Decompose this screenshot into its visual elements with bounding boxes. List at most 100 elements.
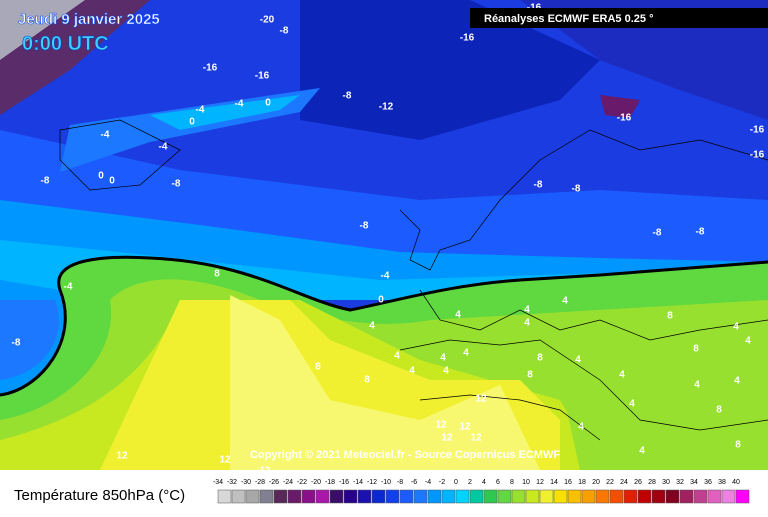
isotherm-label: 0 bbox=[265, 98, 271, 109]
color-swatch bbox=[301, 489, 316, 504]
color-swatch bbox=[399, 489, 414, 504]
colorbar-tick-label: -18 bbox=[325, 479, 335, 486]
isotherm-label: 8 bbox=[667, 311, 673, 322]
time: 0:00 UTC bbox=[22, 33, 109, 55]
legend-title: Température 850hPa (°C) bbox=[14, 487, 185, 504]
colorbar-tick-label: 32 bbox=[676, 479, 684, 486]
colorbar: -34 -32 -30 -28 -26 -24 -22 -20 -18 -16 -14 -12 -10-… bbox=[213, 479, 750, 504]
isotherm-label: 4 bbox=[745, 336, 751, 347]
color-swatch bbox=[651, 489, 666, 504]
colorbar-tick-label: 28 bbox=[648, 479, 656, 486]
color-swatch bbox=[217, 489, 232, 504]
color-swatch bbox=[553, 489, 568, 504]
color-swatch bbox=[329, 489, 344, 504]
coastlines bbox=[59, 119, 768, 441]
isotherm-label: 8 bbox=[693, 344, 699, 355]
colorbar-tick-label: -14 bbox=[353, 479, 363, 486]
colorbar-tick-label: 6 bbox=[496, 479, 500, 486]
isotherm-label: -4 bbox=[101, 130, 110, 141]
isotherm-label: 8 bbox=[315, 362, 321, 373]
color-swatch bbox=[511, 489, 526, 504]
source-box bbox=[470, 8, 768, 28]
colorbar-tick-label: -20 bbox=[311, 479, 321, 486]
colorbar-tick-label: -28 bbox=[255, 479, 265, 486]
colorbar-tick-label: 16 bbox=[564, 479, 572, 486]
colorbar-tick-label: 30 bbox=[662, 479, 670, 486]
colorbar-tick-label: 24 bbox=[620, 479, 628, 486]
color-swatch bbox=[735, 489, 750, 504]
colorbar-tick-label: -12 bbox=[367, 479, 377, 486]
colorbar-tick-label: 2 bbox=[468, 479, 472, 486]
colorbar-tick-label: 8 bbox=[510, 479, 514, 486]
isotherm-label: -16 bbox=[460, 33, 475, 44]
color-swatch bbox=[637, 489, 652, 504]
isotherm-label: 4 bbox=[562, 296, 568, 307]
isotherm-label: -4 bbox=[381, 271, 390, 282]
colorbar-tick-label: 36 bbox=[704, 479, 712, 486]
colorbar-tick-label: 40 bbox=[732, 479, 740, 486]
color-swatch bbox=[721, 489, 736, 504]
isotherm-label: -8 bbox=[172, 179, 181, 190]
isotherm-label: -16 bbox=[750, 150, 765, 161]
colorbar-tick-label: -34 bbox=[213, 479, 223, 486]
isotherm-label: 4 bbox=[694, 380, 700, 391]
isotherm-label: 12 bbox=[459, 422, 471, 433]
color-swatch bbox=[483, 489, 498, 504]
isotherm-label: 12 bbox=[441, 433, 453, 444]
colorbar-tick-label: -24 bbox=[283, 479, 293, 486]
colorbar-tick-label: 4 bbox=[482, 479, 486, 486]
isotherm-label: 12 bbox=[435, 420, 447, 431]
isotherm-labels: -16-20-8-16-16-16-8-12-4-400-4-4-16-16-1… bbox=[12, 3, 765, 477]
source: Réanalyses ECMWF ERA5 0.25 ° bbox=[484, 13, 653, 25]
colorbar-tick-label: -16 bbox=[339, 479, 349, 486]
colorbar-tick-label: -26 bbox=[269, 479, 279, 486]
color-swatch bbox=[609, 489, 624, 504]
colorbar-tick-label: -8 bbox=[397, 479, 403, 486]
isotherm-label: -8 bbox=[12, 338, 21, 349]
isotherm-label: 4 bbox=[369, 321, 375, 332]
isotherm-label: -8 bbox=[343, 91, 352, 102]
isotherm-label: 12 bbox=[219, 455, 231, 466]
colorbar-tick-label: 14 bbox=[550, 479, 558, 486]
colorbar-tick-label: -4 bbox=[425, 479, 431, 486]
color-swatch bbox=[273, 489, 288, 504]
isotherm-label: -8 bbox=[572, 184, 581, 195]
color-swatch bbox=[441, 489, 456, 504]
isotherm-label: 4 bbox=[440, 353, 446, 364]
colorbar-tick-label: -6 bbox=[411, 479, 417, 486]
isotherm-label: 4 bbox=[409, 366, 415, 377]
isotherm-label: -4 bbox=[196, 105, 205, 116]
color-swatch bbox=[581, 489, 596, 504]
colorbar-tick-label: 18 bbox=[578, 479, 586, 486]
color-swatch bbox=[595, 489, 610, 504]
isotherm-label: 4 bbox=[443, 366, 449, 377]
colorbar-tick-label: -32 bbox=[227, 479, 237, 486]
isotherm-label: -8 bbox=[696, 227, 705, 238]
colorbar-tick-label: 38 bbox=[718, 479, 726, 486]
colorbar-tick-label: -10 bbox=[381, 479, 391, 486]
color-swatch bbox=[455, 489, 470, 504]
color-swatch bbox=[665, 489, 680, 504]
isotherm-label: -20 bbox=[260, 15, 275, 26]
isotherm-label: 8 bbox=[716, 405, 722, 416]
color-swatch bbox=[245, 489, 260, 504]
color-swatch bbox=[623, 489, 638, 504]
isotherm-label: -4 bbox=[235, 99, 244, 110]
isotherm-label: 4 bbox=[733, 322, 739, 333]
isotherm-label: 8 bbox=[214, 269, 220, 280]
isotherm-label: -16 bbox=[617, 113, 632, 124]
isotherm-label: 0 bbox=[98, 171, 104, 182]
colorbar-tick-label: 34 bbox=[690, 479, 698, 486]
color-swatch bbox=[539, 489, 554, 504]
color-swatch bbox=[679, 489, 694, 504]
isotherm-label: 8 bbox=[537, 353, 543, 364]
colorbar-tick-label: 22 bbox=[606, 479, 614, 486]
isotherm-label: 4 bbox=[734, 376, 740, 387]
color-swatch bbox=[343, 489, 358, 504]
isotherm-label: 0 bbox=[189, 117, 195, 128]
color-swatch bbox=[371, 489, 386, 504]
isotherm-label: -8 bbox=[41, 176, 50, 187]
isotherm-label: 4 bbox=[455, 310, 461, 321]
colorbar-tick-label: -30 bbox=[241, 479, 251, 486]
